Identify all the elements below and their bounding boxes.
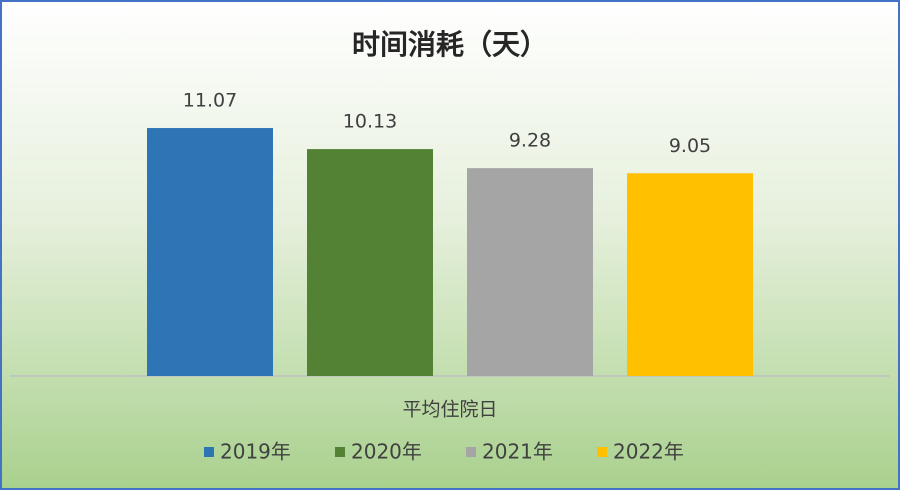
legend-label: 2021年 bbox=[482, 440, 553, 464]
bar bbox=[307, 149, 433, 376]
legend-swatch bbox=[597, 447, 607, 457]
value-label: 9.05 bbox=[669, 135, 711, 157]
x-tick-label: 平均住院日 bbox=[402, 399, 497, 421]
chart-title: 时间消耗（天） bbox=[352, 28, 548, 61]
legend-label: 2020年 bbox=[351, 440, 422, 464]
legend-label: 2019年 bbox=[220, 440, 291, 464]
bar bbox=[467, 168, 593, 376]
bar bbox=[147, 128, 273, 376]
value-label: 10.13 bbox=[343, 111, 397, 133]
bar bbox=[627, 173, 753, 376]
legend-label: 2022年 bbox=[613, 440, 684, 464]
legend-swatch bbox=[466, 447, 476, 457]
legend-swatch bbox=[204, 447, 214, 457]
value-label: 9.28 bbox=[509, 130, 551, 152]
legend-swatch bbox=[335, 447, 345, 457]
value-label: 11.07 bbox=[183, 90, 237, 112]
